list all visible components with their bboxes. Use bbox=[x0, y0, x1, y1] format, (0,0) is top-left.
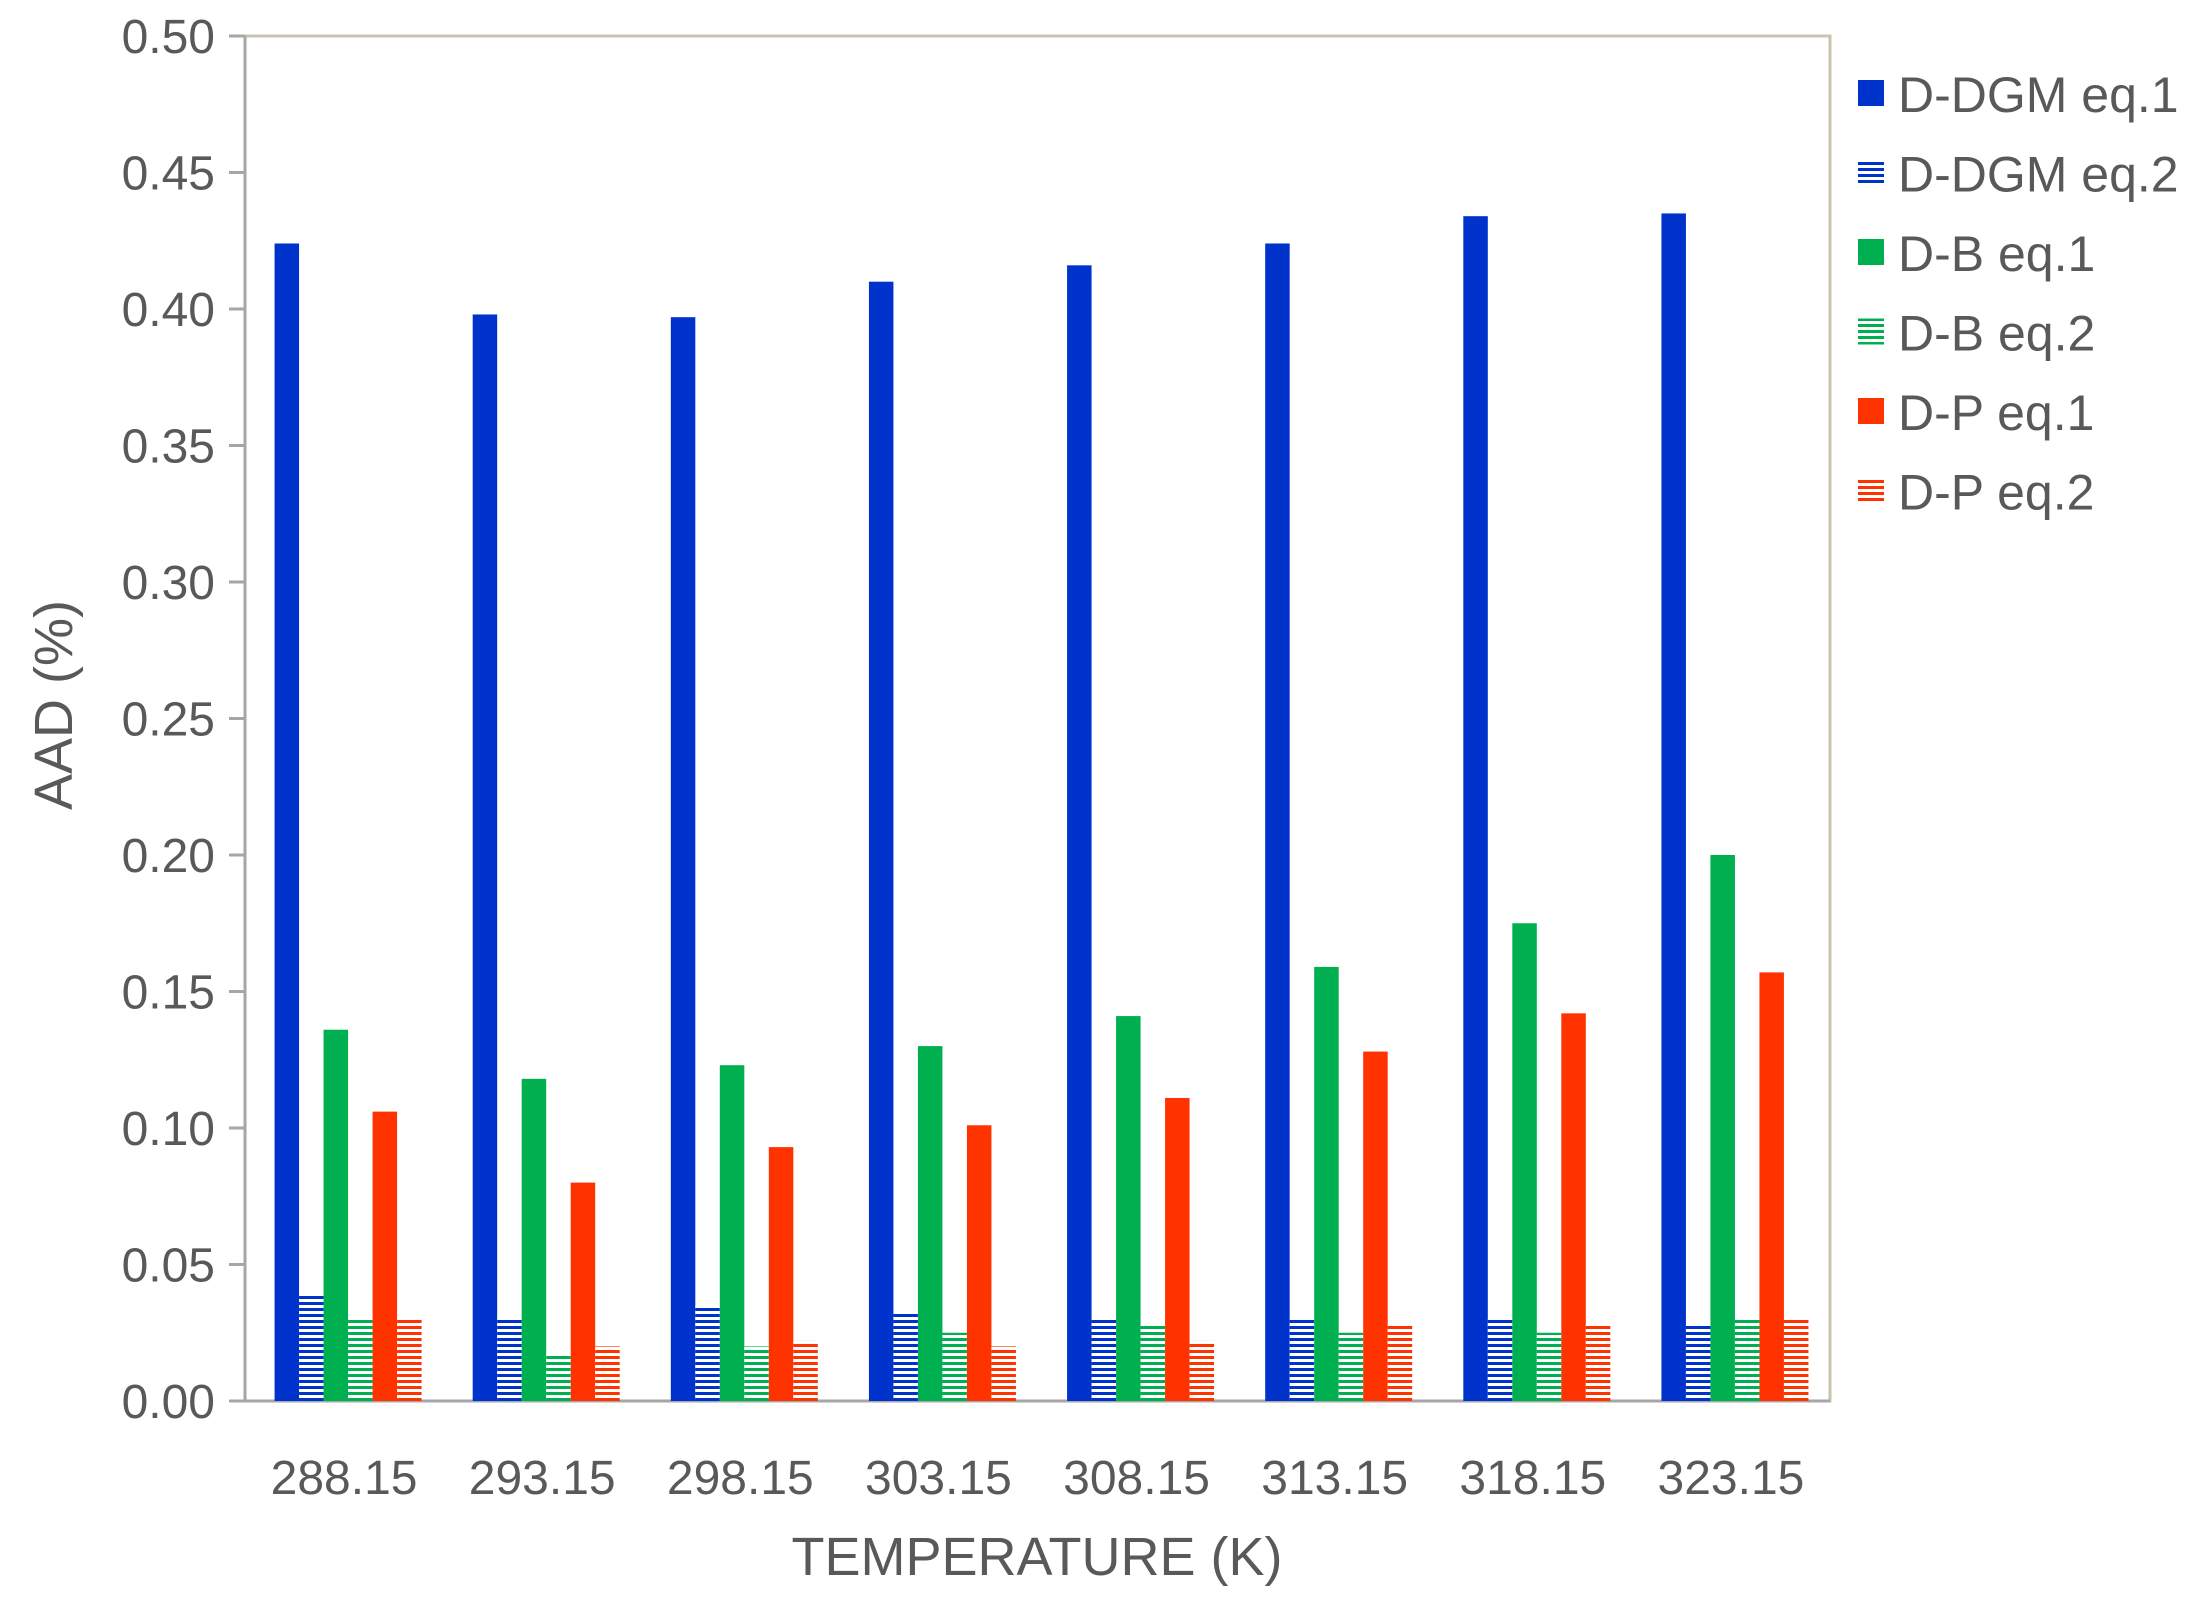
y-tick-label: 0.10 bbox=[122, 1103, 215, 1156]
legend-swatch bbox=[1858, 159, 1884, 186]
y-tick-label: 0.15 bbox=[122, 967, 215, 1020]
x-tick-label: 288.15 bbox=[271, 1452, 418, 1505]
x-tick-label: 293.15 bbox=[469, 1452, 616, 1505]
y-tick-label: 0.30 bbox=[122, 557, 215, 610]
bar-d-b-eq-2-313-15 bbox=[1338, 1332, 1364, 1401]
legend-swatch bbox=[1858, 477, 1884, 504]
bar-d-dgm-eq-2-288-15 bbox=[299, 1294, 324, 1401]
bar-d-b-eq-2-293-15 bbox=[546, 1354, 571, 1401]
legend-swatch bbox=[1858, 239, 1884, 265]
y-tick-label: 0.50 bbox=[122, 11, 215, 64]
y-tick-label: 0.20 bbox=[122, 830, 215, 883]
y-tick-label: 0.45 bbox=[122, 148, 215, 201]
bar-d-dgm-eq-1-293-15 bbox=[472, 314, 498, 1402]
legend: D-DGM eq.1 D-DGM eq.2 D-B eq.1 D-B eq.2 D-P … bbox=[1858, 67, 2179, 521]
legend-label: D-B eq.2 bbox=[1898, 306, 2095, 362]
bar-d-b-eq-1-298-15 bbox=[719, 1065, 745, 1401]
legend-label: D-P eq.2 bbox=[1898, 465, 2094, 521]
bar-d-p-eq-2-313-15 bbox=[1387, 1324, 1413, 1401]
bar-d-dgm-eq-1-323-15 bbox=[1661, 213, 1686, 1402]
bar-d-b-eq-2-323-15 bbox=[1734, 1319, 1760, 1401]
bar-d-p-eq-2-298-15 bbox=[793, 1340, 818, 1401]
x-axis-title: TEMPERATURE (K) bbox=[791, 1527, 1282, 1587]
legend-label: D-B eq.1 bbox=[1898, 226, 2095, 282]
bar-d-p-eq-1-303-15 bbox=[966, 1125, 992, 1401]
bar-d-b-eq-1-318-15 bbox=[1512, 923, 1537, 1401]
y-tick-label: 0.35 bbox=[122, 421, 215, 474]
bar-d-b-eq-1-313-15 bbox=[1314, 966, 1339, 1401]
legend-swatch bbox=[1858, 318, 1884, 345]
bar-d-dgm-eq-2-293-15 bbox=[497, 1319, 522, 1401]
bar-d-dgm-eq-2-313-15 bbox=[1289, 1319, 1315, 1401]
y-tick-label: 0.00 bbox=[122, 1376, 215, 1429]
y-tick-label: 0.05 bbox=[122, 1240, 215, 1293]
x-tick-label: 318.15 bbox=[1459, 1452, 1606, 1505]
bars bbox=[274, 213, 1809, 1402]
x-tick-label: 323.15 bbox=[1658, 1452, 1805, 1505]
bar-d-dgm-eq-2-298-15 bbox=[695, 1305, 720, 1401]
bar-d-p-eq-2-303-15 bbox=[991, 1346, 1016, 1401]
y-axis-title: AAD (%) bbox=[24, 600, 84, 810]
bar-d-b-eq-2-298-15 bbox=[744, 1346, 769, 1401]
bar-d-p-eq-1-323-15 bbox=[1759, 972, 1784, 1401]
legend-swatch bbox=[1858, 80, 1884, 106]
x-tick-label: 313.15 bbox=[1261, 1452, 1408, 1505]
bar-d-p-eq-1-293-15 bbox=[570, 1182, 596, 1401]
bar-d-dgm-eq-1-313-15 bbox=[1265, 243, 1290, 1402]
bar-d-p-eq-1-308-15 bbox=[1165, 1097, 1190, 1401]
bar-d-p-eq-2-293-15 bbox=[595, 1346, 620, 1401]
legend-swatch bbox=[1858, 398, 1884, 424]
bar-d-p-eq-2-308-15 bbox=[1189, 1340, 1215, 1401]
bar-d-dgm-eq-1-318-15 bbox=[1463, 216, 1488, 1402]
bar-d-dgm-eq-2-303-15 bbox=[893, 1313, 918, 1401]
legend-label: D-P eq.1 bbox=[1898, 385, 2094, 441]
bar-d-p-eq-1-298-15 bbox=[768, 1147, 794, 1401]
bar-d-dgm-eq-1-298-15 bbox=[670, 317, 696, 1402]
bar-d-dgm-eq-2-323-15 bbox=[1685, 1324, 1711, 1401]
bar-d-b-eq-1-308-15 bbox=[1116, 1016, 1141, 1401]
bar-d-p-eq-1-288-15 bbox=[372, 1111, 398, 1401]
y-tick-label: 0.40 bbox=[122, 284, 215, 337]
bar-d-dgm-eq-1-288-15 bbox=[274, 243, 300, 1402]
bar-d-b-eq-2-318-15 bbox=[1536, 1332, 1562, 1401]
bar-d-b-eq-1-293-15 bbox=[521, 1078, 547, 1401]
bar-d-dgm-eq-2-308-15 bbox=[1091, 1319, 1117, 1401]
x-tick-label: 298.15 bbox=[667, 1452, 814, 1505]
y-tick-label: 0.25 bbox=[122, 694, 215, 747]
x-axis: 288.15 293.15 298.15 303.15 308.15 313.15 318.… bbox=[245, 1399, 1830, 1505]
bar-d-p-eq-1-313-15 bbox=[1363, 1051, 1388, 1401]
bar-d-b-eq-2-288-15 bbox=[348, 1319, 373, 1401]
bar-d-b-eq-1-323-15 bbox=[1710, 855, 1735, 1401]
bar-d-p-eq-2-288-15 bbox=[397, 1319, 422, 1401]
bar-d-p-eq-1-318-15 bbox=[1561, 1013, 1586, 1401]
legend-label: D-DGM eq.1 bbox=[1898, 67, 2179, 123]
bar-d-p-eq-2-318-15 bbox=[1585, 1324, 1611, 1401]
bar-d-dgm-eq-2-318-15 bbox=[1487, 1319, 1513, 1401]
bar-d-dgm-eq-1-308-15 bbox=[1067, 265, 1092, 1401]
bar-d-b-eq-2-303-15 bbox=[942, 1332, 967, 1401]
legend-label: D-DGM eq.2 bbox=[1898, 147, 2179, 203]
bar-d-p-eq-2-323-15 bbox=[1783, 1319, 1809, 1401]
x-tick-label: 308.15 bbox=[1063, 1452, 1210, 1505]
bar-d-b-eq-1-303-15 bbox=[917, 1046, 943, 1401]
bar-d-dgm-eq-1-303-15 bbox=[868, 281, 894, 1402]
bar-d-b-eq-1-288-15 bbox=[323, 1029, 349, 1401]
bar-d-b-eq-2-308-15 bbox=[1140, 1324, 1166, 1401]
y-axis: 0.00 0.05 0.10 0.15 0.20 0.25 0.30 0.35 0.40 0.45… bbox=[122, 11, 247, 1429]
x-tick-label: 303.15 bbox=[865, 1452, 1012, 1505]
